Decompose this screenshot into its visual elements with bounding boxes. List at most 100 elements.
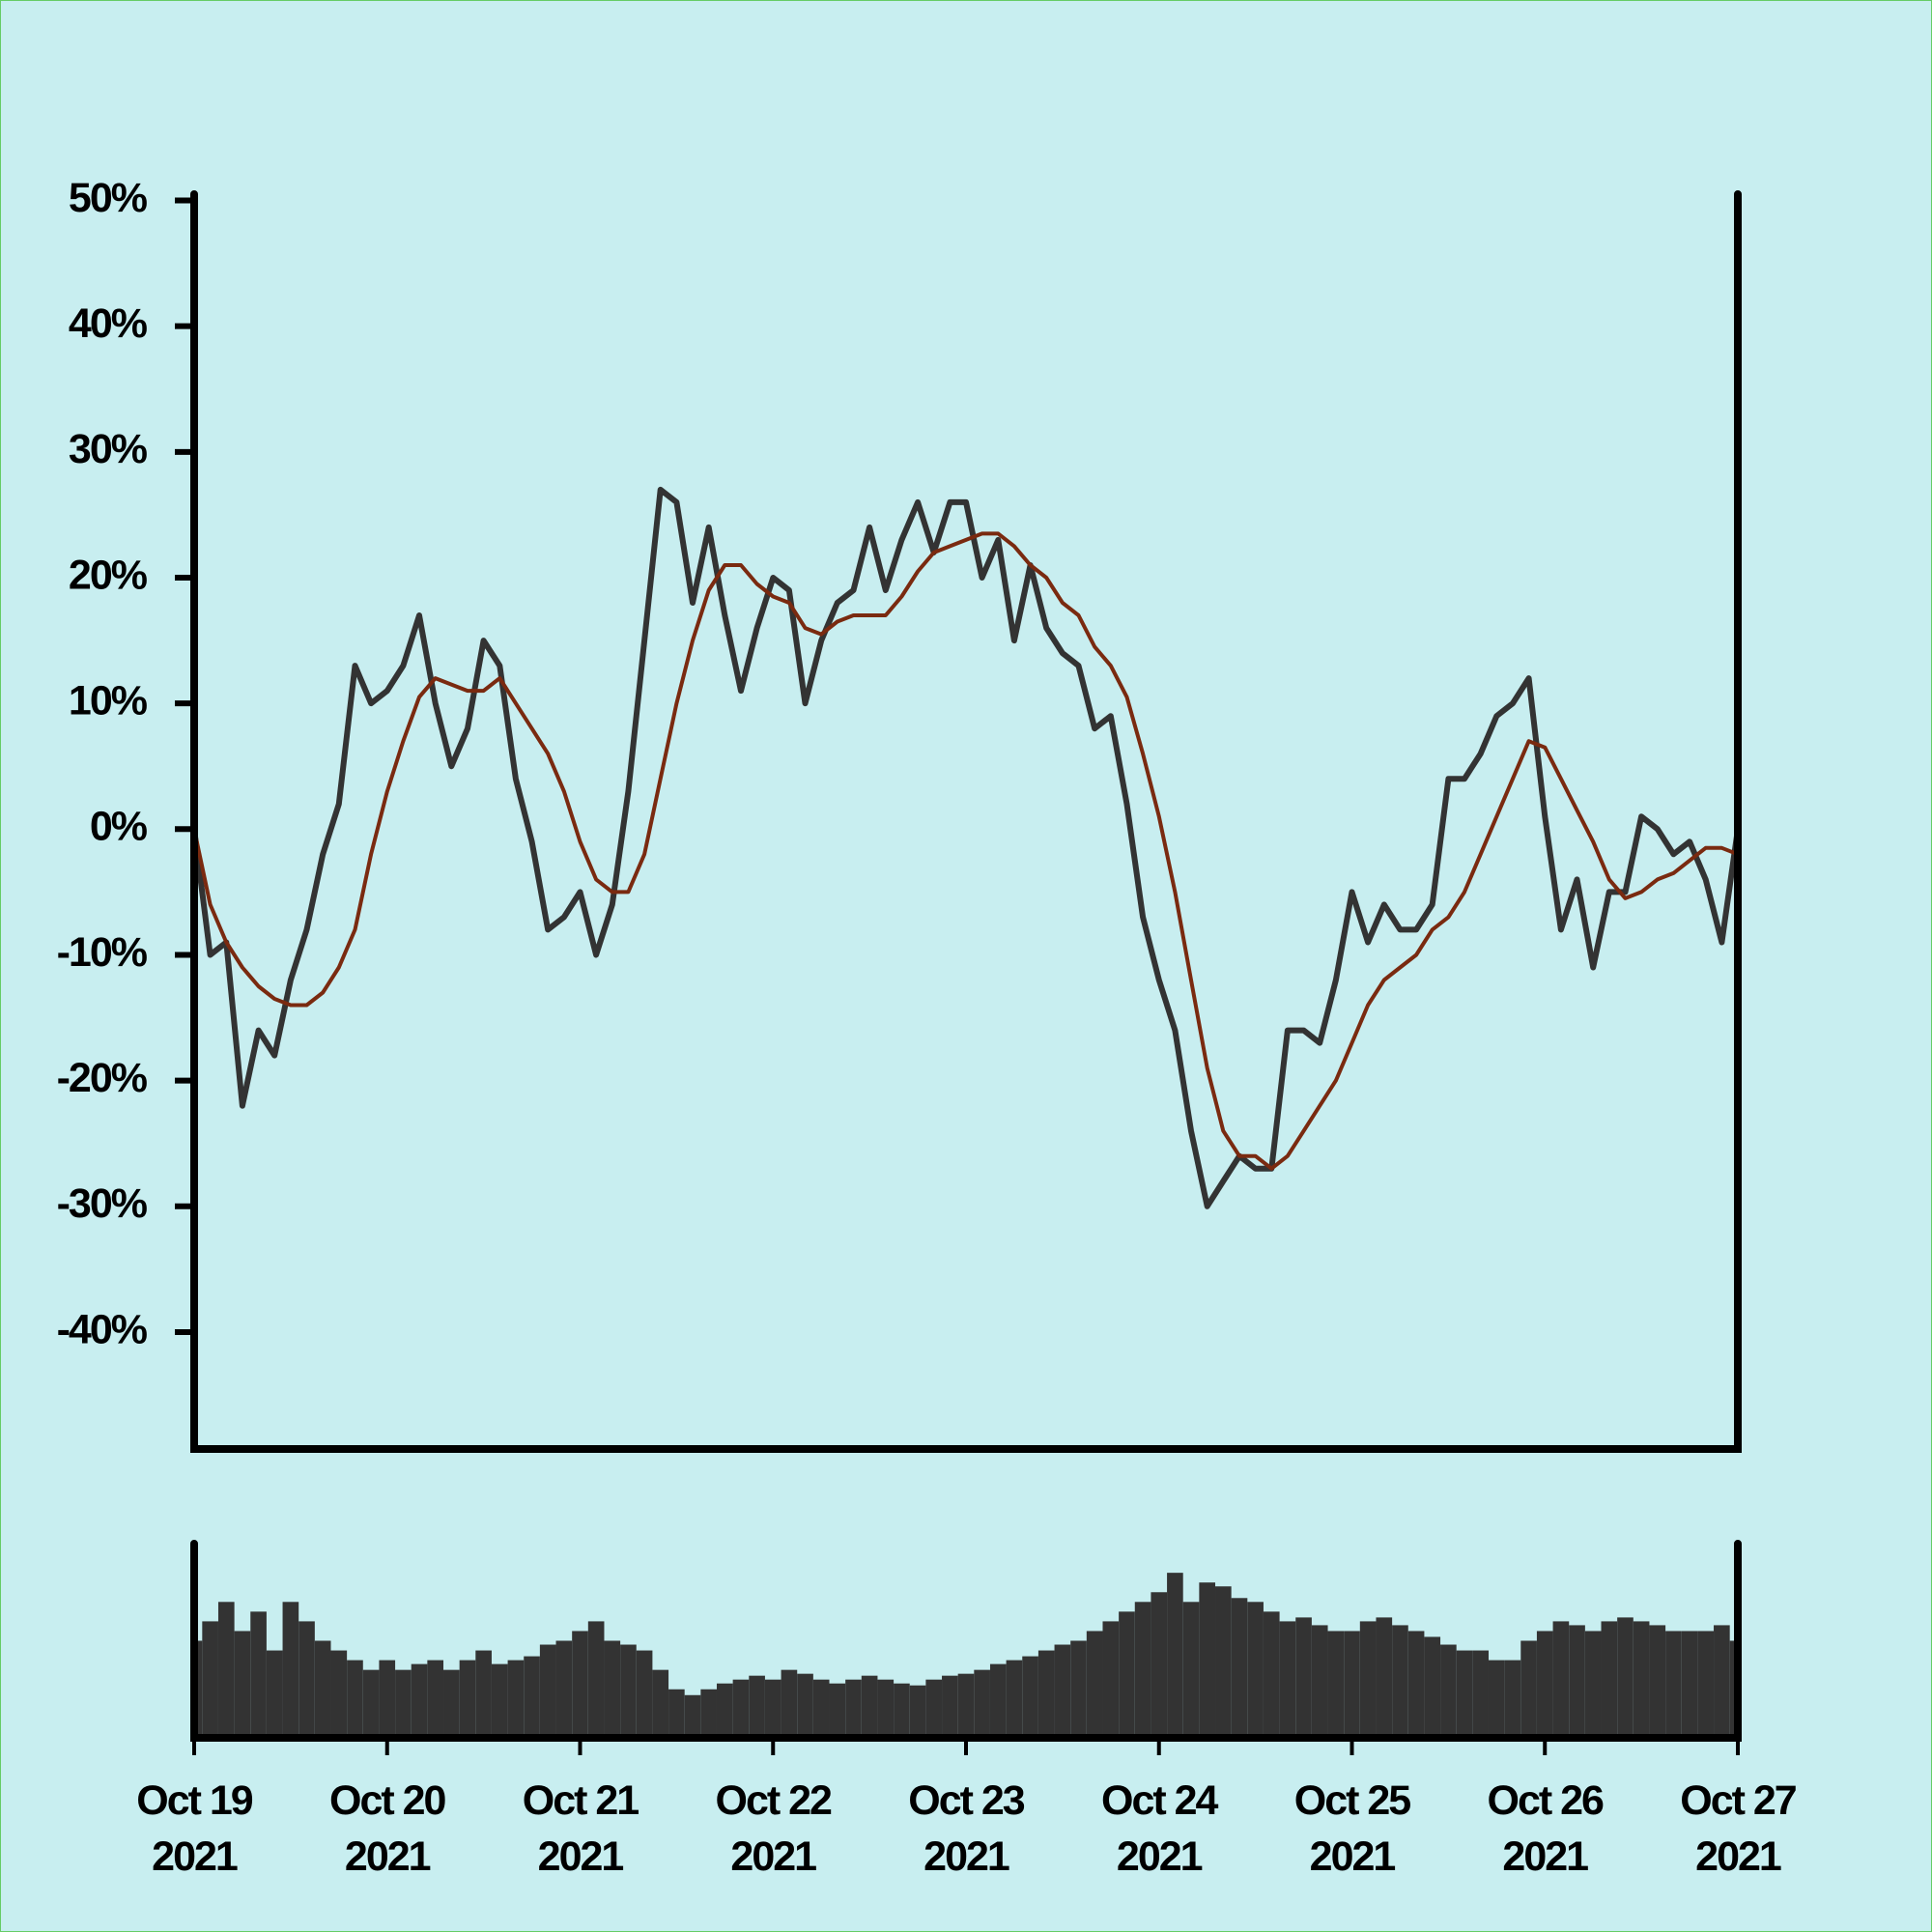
volume-bar — [395, 1669, 412, 1738]
y-tick-label: -30% — [57, 1180, 148, 1227]
volume-bar — [1424, 1636, 1441, 1738]
volume-bar — [194, 1640, 203, 1738]
y-tick-label: -10% — [57, 929, 148, 976]
volume-bar — [636, 1650, 653, 1738]
volume-bar — [539, 1644, 556, 1738]
x-tick-label: Oct 26 2021 — [1487, 1777, 1605, 1880]
volume-bar — [764, 1679, 781, 1738]
volume-bar — [250, 1611, 267, 1738]
volume-bar — [475, 1650, 492, 1738]
volume-bar — [1167, 1573, 1183, 1738]
line-series — [192, 531, 1739, 1171]
volume-bar — [314, 1640, 331, 1738]
volume-bar — [989, 1663, 1007, 1738]
volume-bar — [716, 1683, 733, 1738]
volume-bar — [1407, 1631, 1425, 1738]
y-tick-label: -40% — [57, 1306, 148, 1352]
volume-bar — [1295, 1617, 1312, 1738]
x-tick-label: Oct 23 2021 — [908, 1777, 1025, 1880]
y-tick-label: -20% — [57, 1055, 148, 1101]
volume-bar — [1601, 1621, 1618, 1738]
volume-bar — [894, 1683, 910, 1738]
volume-bar — [942, 1675, 958, 1738]
volume-bar — [1279, 1621, 1296, 1738]
y-tick-label: 30% — [69, 426, 148, 472]
volume-bar — [1327, 1631, 1345, 1738]
volume-bar — [652, 1669, 669, 1738]
volume-bar — [1392, 1625, 1408, 1738]
volume-bar — [507, 1660, 525, 1738]
volume-bar — [1681, 1631, 1698, 1738]
volume-bar — [298, 1621, 315, 1738]
y-tick-label: 50% — [69, 175, 148, 221]
volume-bar — [684, 1694, 701, 1738]
y-tick-label: 10% — [69, 678, 148, 724]
volume-bar — [812, 1679, 830, 1738]
volume-bar — [845, 1679, 862, 1738]
volume-bar — [1584, 1631, 1602, 1738]
volume-bar — [620, 1644, 637, 1738]
volume-bar — [861, 1675, 878, 1738]
volume-bar — [427, 1660, 444, 1738]
volume-bar — [732, 1679, 750, 1738]
volume-bar — [1182, 1602, 1200, 1738]
volume-bar — [797, 1673, 813, 1738]
y-tick-label: 40% — [69, 300, 148, 347]
axis-frame — [190, 190, 1742, 1453]
volume-bar — [330, 1650, 348, 1738]
x-tick-label: Oct 21 2021 — [522, 1777, 639, 1880]
volume-bar — [1488, 1660, 1505, 1738]
volume-bar — [282, 1602, 299, 1738]
volume-bar — [555, 1640, 573, 1738]
volume-bar — [1022, 1656, 1038, 1738]
volume-bar — [1054, 1644, 1071, 1738]
volume-bar — [668, 1689, 685, 1738]
volume-bar — [925, 1679, 943, 1738]
y-tick-label: 20% — [69, 552, 148, 598]
volume-bar — [443, 1669, 460, 1738]
volume-bar — [411, 1663, 428, 1738]
volume-bar — [1729, 1640, 1738, 1738]
volume-bar — [749, 1675, 765, 1738]
volume-bar — [1697, 1631, 1715, 1738]
volume-bar — [587, 1621, 605, 1738]
volume-bar — [604, 1640, 621, 1738]
x-tick-label: Oct 22 2021 — [715, 1777, 833, 1880]
x-tick-label: Oct 25 2021 — [1293, 1777, 1411, 1880]
x-tick-label: Oct 19 2021 — [136, 1777, 253, 1880]
volume-bar — [1199, 1582, 1216, 1738]
volume-bar — [877, 1679, 895, 1738]
volume-bar — [1536, 1631, 1553, 1738]
volume-bar — [266, 1650, 283, 1738]
volume-bar — [1456, 1650, 1473, 1738]
volume-bar — [781, 1669, 798, 1738]
volume-bar — [1714, 1625, 1730, 1738]
volume-bar — [974, 1669, 990, 1738]
volume-bar — [1037, 1650, 1055, 1738]
volume-bar — [1231, 1598, 1248, 1738]
volume-bar — [217, 1602, 235, 1738]
volume-bar — [1263, 1611, 1280, 1738]
volume-bar — [1359, 1621, 1377, 1738]
volume-bar — [362, 1669, 380, 1738]
volume-bar — [234, 1631, 251, 1738]
volume-bar — [572, 1631, 588, 1738]
volume-bar — [1552, 1621, 1570, 1738]
volume-bar — [1633, 1621, 1650, 1738]
volume-bar — [379, 1660, 396, 1738]
volume-bar — [829, 1683, 846, 1738]
volume-bar — [347, 1660, 363, 1738]
volume-bar — [1472, 1650, 1489, 1738]
volume-bar — [700, 1689, 717, 1738]
volume-bar — [1520, 1640, 1537, 1738]
volume-bar — [1070, 1640, 1087, 1738]
volume-bar — [1311, 1625, 1328, 1738]
volume-bar — [1086, 1631, 1103, 1738]
volume-bar — [909, 1685, 926, 1738]
volume-bar — [1504, 1660, 1521, 1738]
volume-bar — [1649, 1625, 1666, 1738]
y-tick-label: 0% — [90, 804, 148, 850]
volume-bar — [459, 1660, 476, 1738]
